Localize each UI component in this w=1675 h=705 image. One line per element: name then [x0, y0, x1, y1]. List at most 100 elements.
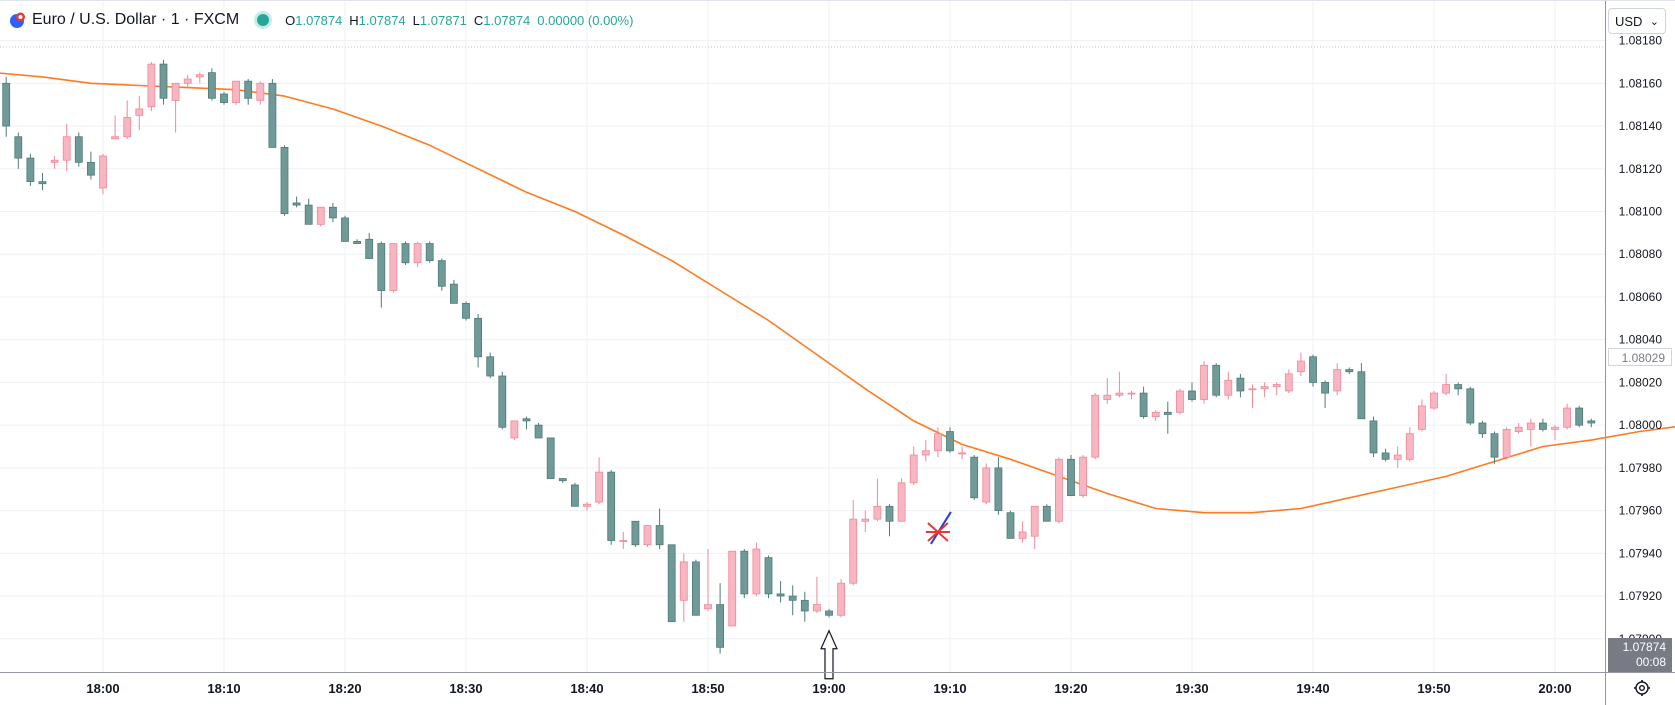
candle-body	[1430, 392, 1438, 409]
candle-body	[1418, 405, 1426, 430]
candle-body	[970, 456, 979, 499]
candle-body	[1151, 411, 1160, 417]
symbol-title[interactable]: Euro / U.S. Dollar · 1 · FXCM	[32, 11, 240, 28]
candle-body	[643, 525, 652, 546]
candle-body	[1115, 392, 1124, 396]
candle	[546, 437, 555, 479]
candle-body	[667, 544, 676, 623]
chart-settings-button[interactable]	[1628, 674, 1656, 702]
candle	[740, 549, 749, 599]
candle	[631, 520, 640, 547]
candle-body	[982, 467, 991, 503]
candle-body	[486, 356, 495, 377]
candle	[2, 76, 11, 137]
market-open-dot-icon	[257, 14, 270, 26]
y-tick-label: 1.08060	[1619, 290, 1663, 304]
candle-body	[595, 471, 603, 503]
candle	[1079, 455, 1087, 498]
candle	[837, 578, 845, 618]
candle	[958, 446, 966, 460]
high-value: 1.07874	[358, 12, 406, 28]
candle-body	[1514, 426, 1523, 432]
candle	[934, 427, 942, 458]
candle-body	[849, 518, 858, 584]
candle-body	[1454, 384, 1463, 390]
moving-average-line	[0, 72, 1675, 514]
candle-body	[50, 159, 59, 163]
x-tick-label: 20:00	[1538, 681, 1571, 696]
candle	[667, 544, 676, 623]
close-value: 1.07874	[483, 12, 531, 28]
candle	[74, 132, 83, 167]
x-tick-label: 18:10	[207, 681, 240, 696]
open-value: 1.07874	[295, 12, 343, 28]
candle	[1466, 386, 1475, 426]
candle	[1418, 399, 1426, 432]
candle	[1018, 521, 1027, 543]
low-label: L	[412, 12, 420, 28]
candle	[679, 553, 688, 622]
candle-body	[87, 161, 95, 176]
candle-body	[195, 74, 204, 78]
candle-body	[788, 595, 797, 601]
y-tick-label: 1.07960	[1619, 504, 1663, 518]
candle	[825, 608, 833, 618]
candle	[583, 502, 591, 511]
candle-body	[353, 241, 362, 244]
y-tick-label: 1.07920	[1619, 589, 1663, 603]
candle-body	[873, 505, 882, 520]
candle-body	[183, 78, 192, 84]
candle	[1176, 388, 1184, 415]
candle-body	[1079, 456, 1087, 497]
candle	[1575, 405, 1584, 428]
x-tick-label: 19:40	[1296, 681, 1329, 696]
candle-body	[619, 540, 628, 542]
candle-body	[752, 548, 761, 595]
candle	[970, 455, 979, 500]
candle	[183, 74, 192, 88]
chart-grid	[0, 0, 1605, 672]
candle-body	[1563, 407, 1571, 428]
candle-body	[546, 437, 555, 479]
candle-body	[292, 202, 301, 206]
y-tick-label: 1.08000	[1619, 418, 1663, 432]
candle	[921, 440, 930, 462]
candle-body	[534, 424, 543, 439]
candle	[207, 68, 216, 101]
candle	[522, 416, 531, 430]
candle	[788, 585, 797, 616]
candle	[304, 198, 313, 225]
candle	[123, 100, 132, 139]
candle	[982, 463, 991, 505]
candle-body	[1490, 433, 1499, 458]
candle-body	[1321, 382, 1329, 394]
candle	[1514, 423, 1523, 434]
candle-body	[655, 525, 664, 546]
candle-body	[861, 518, 870, 522]
candle-body	[304, 204, 313, 225]
currency-selector[interactable]: USD ⌄	[1608, 8, 1666, 34]
candle	[1478, 420, 1487, 438]
candle	[425, 241, 434, 263]
candle-body	[171, 82, 180, 101]
candle	[1297, 352, 1305, 376]
candle	[111, 115, 119, 140]
candle	[1212, 363, 1221, 398]
bar-countdown: 00:08	[1635, 655, 1666, 669]
candle-body	[1103, 394, 1112, 400]
candle-body	[631, 520, 640, 546]
candle-body	[1236, 377, 1245, 392]
candle	[474, 314, 483, 368]
candle-body	[510, 420, 519, 439]
open-label: O	[285, 12, 296, 28]
candle-body	[1127, 392, 1136, 395]
candle	[595, 457, 603, 505]
candle	[498, 371, 507, 430]
candle	[292, 196, 301, 208]
candle-body	[776, 593, 785, 597]
candle-body	[1030, 505, 1039, 537]
candle	[50, 155, 59, 169]
candle	[571, 482, 579, 507]
y-tick-label: 1.08180	[1619, 34, 1663, 48]
